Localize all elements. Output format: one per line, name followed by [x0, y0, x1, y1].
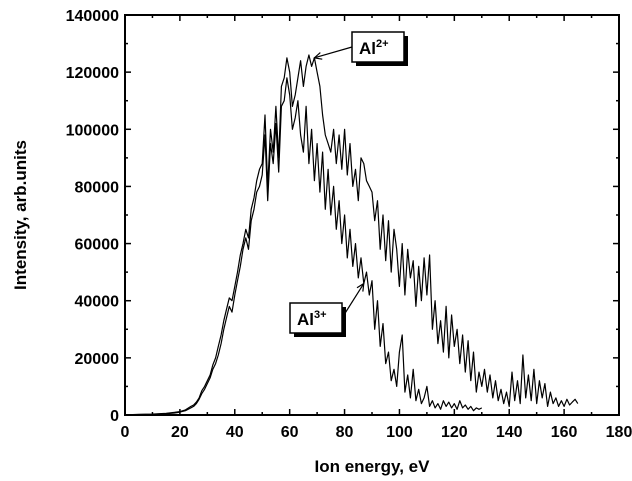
- annotation-al2plus: Al2+: [313, 31, 408, 66]
- annotation-box: [351, 31, 405, 63]
- series-line-al2plus: [124, 54, 579, 416]
- y-tick-label: 20000: [75, 351, 120, 368]
- annotation-box: [289, 302, 343, 334]
- x-tick-label: 40: [226, 424, 244, 441]
- annotations: Al2+ Al3+: [289, 31, 408, 337]
- y-axis-title: Intensity, arb.units: [11, 140, 30, 290]
- y-tick-label: 100000: [66, 122, 119, 139]
- plot-area: [124, 14, 620, 416]
- x-ticks: 0 20 40 60 80 100 120 140 160 180: [121, 15, 632, 441]
- annotation-superscript: 2+: [376, 38, 389, 50]
- annotation-superscript: 3+: [314, 309, 327, 321]
- plot-frame: [124, 14, 620, 416]
- arrow-head: [313, 52, 323, 60]
- x-tick-label: 0: [121, 424, 130, 441]
- arrow-head: [356, 282, 365, 292]
- x-tick-label: 20: [171, 424, 189, 441]
- x-tick-label: 120: [441, 424, 468, 441]
- series-line-al3plus: [124, 77, 483, 416]
- y-tick-label: 140000: [66, 8, 119, 25]
- y-tick-label: 120000: [66, 65, 119, 82]
- x-axis-title: Ion energy, eV: [315, 457, 431, 476]
- y-ticks: 0 20000 40000 60000 80000 100000 120000 140000: [66, 8, 619, 425]
- y-tick-label: 80000: [75, 179, 120, 196]
- x-tick-label: 100: [386, 424, 413, 441]
- y-tick-label: 40000: [75, 294, 120, 311]
- annotation-arrow: [314, 46, 353, 59]
- y-tick-label: 60000: [75, 237, 120, 254]
- x-tick-label: 140: [496, 424, 523, 441]
- x-tick-label: 180: [606, 424, 632, 441]
- x-tick-label: 160: [551, 424, 578, 441]
- x-tick-label: 80: [336, 424, 354, 441]
- annotation-al3plus: Al3+: [289, 282, 365, 337]
- y-tick-label: 0: [110, 408, 119, 425]
- series-group: [124, 54, 579, 416]
- x-tick-label: 60: [281, 424, 299, 441]
